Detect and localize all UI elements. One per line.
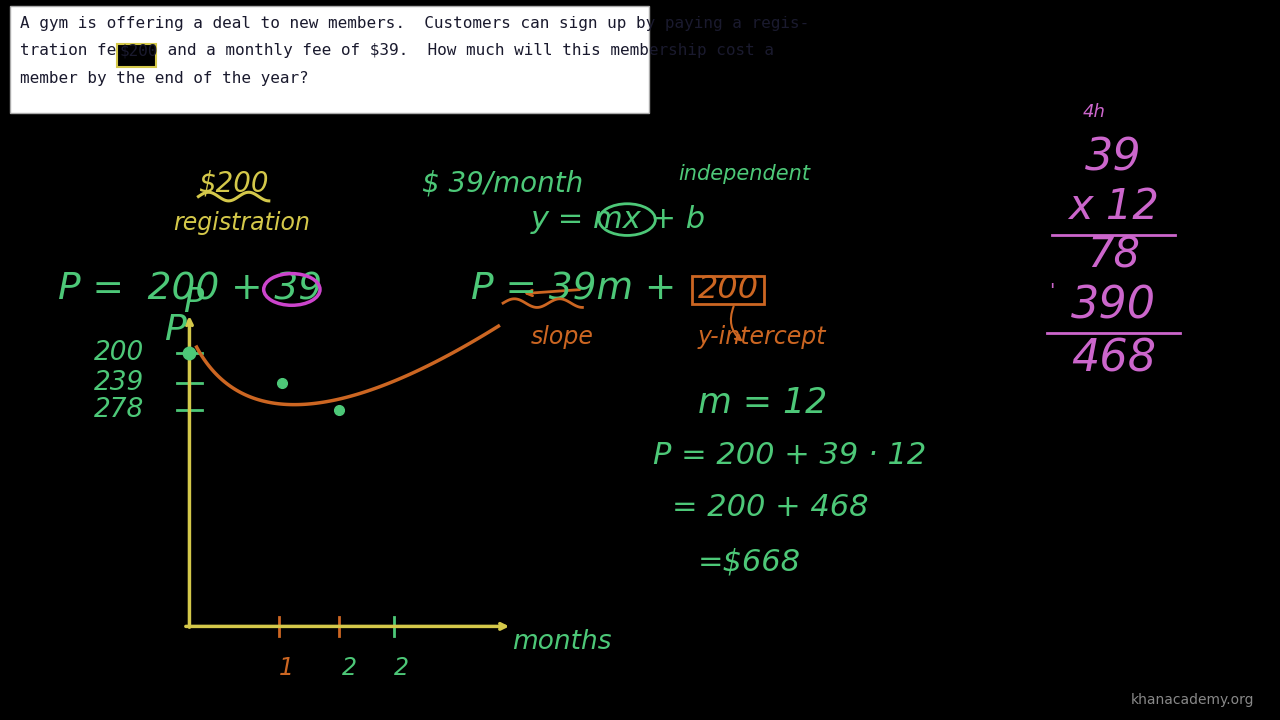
Text: = 200 + 468: = 200 + 468 [672, 493, 869, 522]
FancyBboxPatch shape [10, 6, 649, 113]
Text: member by the end of the year?: member by the end of the year? [20, 71, 310, 86]
Text: $200: $200 [119, 43, 157, 58]
Text: x 12: x 12 [1069, 186, 1158, 228]
Text: 200: 200 [93, 340, 143, 366]
Text: P: P [164, 312, 186, 347]
Text: months: months [512, 629, 612, 655]
Text: ': ' [1050, 282, 1055, 301]
Text: independent: independent [678, 164, 810, 184]
Text: $200: $200 [198, 170, 269, 197]
Text: =$668: =$668 [698, 547, 800, 576]
Text: $ 39/month: $ 39/month [422, 170, 584, 197]
Text: 390: 390 [1071, 284, 1156, 328]
Text: P = 200 + 39 · 12: P = 200 + 39 · 12 [653, 441, 925, 469]
Text: 2: 2 [394, 656, 410, 680]
Text: 4h: 4h [1083, 102, 1106, 120]
Text: m = 12: m = 12 [698, 386, 827, 420]
Text: 39: 39 [1085, 137, 1142, 180]
Text: 78: 78 [1087, 235, 1140, 276]
Text: P = 39m +: P = 39m + [471, 271, 676, 307]
Text: y-intercept: y-intercept [698, 325, 826, 349]
Text: 2: 2 [342, 656, 357, 680]
Text: P: P [183, 286, 204, 319]
Text: slope: slope [531, 325, 594, 349]
Text: 278: 278 [93, 397, 143, 423]
Text: 468: 468 [1071, 337, 1156, 380]
Text: 239: 239 [93, 370, 143, 396]
FancyBboxPatch shape [116, 44, 156, 67]
Text: A gym is offering a deal to new members.  Customers can sign up by paying a regi: A gym is offering a deal to new members.… [20, 16, 810, 31]
Text: tration fee of: tration fee of [20, 43, 165, 58]
Text: 1: 1 [279, 656, 294, 680]
Text: registration: registration [173, 211, 310, 235]
Text: y = mx + b: y = mx + b [531, 205, 707, 234]
Text: P =  200 + 39: P = 200 + 39 [58, 271, 321, 307]
Text: khanacademy.org: khanacademy.org [1132, 693, 1254, 707]
Text: and a monthly fee of $39.  How much will this membership cost a: and a monthly fee of $39. How much will … [157, 43, 773, 58]
Text: 200: 200 [698, 274, 759, 305]
FancyBboxPatch shape [692, 276, 764, 304]
